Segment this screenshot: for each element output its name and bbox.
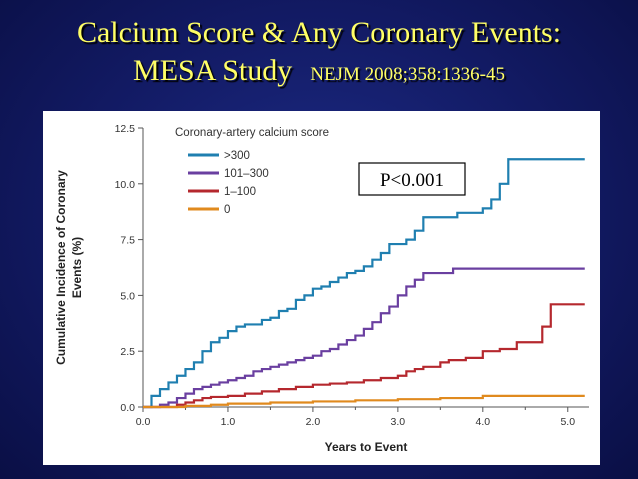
legend-label-1: 101–300 [224,168,269,180]
x-tick-label: 3.0 [391,416,406,428]
y-tick-label: 12.5 [115,123,136,135]
citation: NEJM 2008;358:1336-45 [310,64,505,85]
series-line-3 [143,394,585,409]
legend-label-0: >300 [224,150,250,162]
y-tick-label: 2.5 [120,346,135,358]
x-tick-label: 4.0 [476,416,491,428]
km-chart: 0.0 2.5 5.0 7.5 10.0 12.5 0.0 1.0 2.0 3.0 4.0 5.0 Ye… [54,123,589,454]
series-line-0 [143,158,585,409]
y-tick-label: 10.0 [115,179,136,191]
title-line-1: Calcium Score & Any Coronary Events: [76,16,562,49]
y-tick-label: 0.0 [120,402,135,414]
series-line-2 [143,303,585,409]
y-tick-label: 7.5 [120,235,135,247]
x-axis-title: Years to Event [325,440,408,454]
chart-panel: 0.0 2.5 5.0 7.5 10.0 12.5 0.0 1.0 2.0 3.0 4.0 5.0 Ye… [43,111,600,465]
legend-title: Coronary-artery calcium score [175,127,329,139]
slide-title: Calcium Score & Any Coronary Events: MES… [0,14,638,94]
study-name: MESA Study [133,54,293,87]
y-tick-label: 5.0 [120,290,135,302]
title-line-2: MESA Study NEJM 2008;358:1336-45 [0,52,638,94]
legend-label-3: 0 [224,204,230,216]
pvalue-label: P<0.001 [380,170,444,191]
x-tick-label: 1.0 [221,416,236,428]
x-tick-label: 5.0 [560,416,575,428]
x-tick-label: 0.0 [136,416,151,428]
legend-label-2: 1–100 [224,186,256,198]
series-line-1 [143,267,585,409]
y-axis-title: Cumulative Incidence of Coronary Events (… [54,170,84,365]
pvalue-box [358,162,466,196]
x-tick-label: 2.0 [306,416,321,428]
